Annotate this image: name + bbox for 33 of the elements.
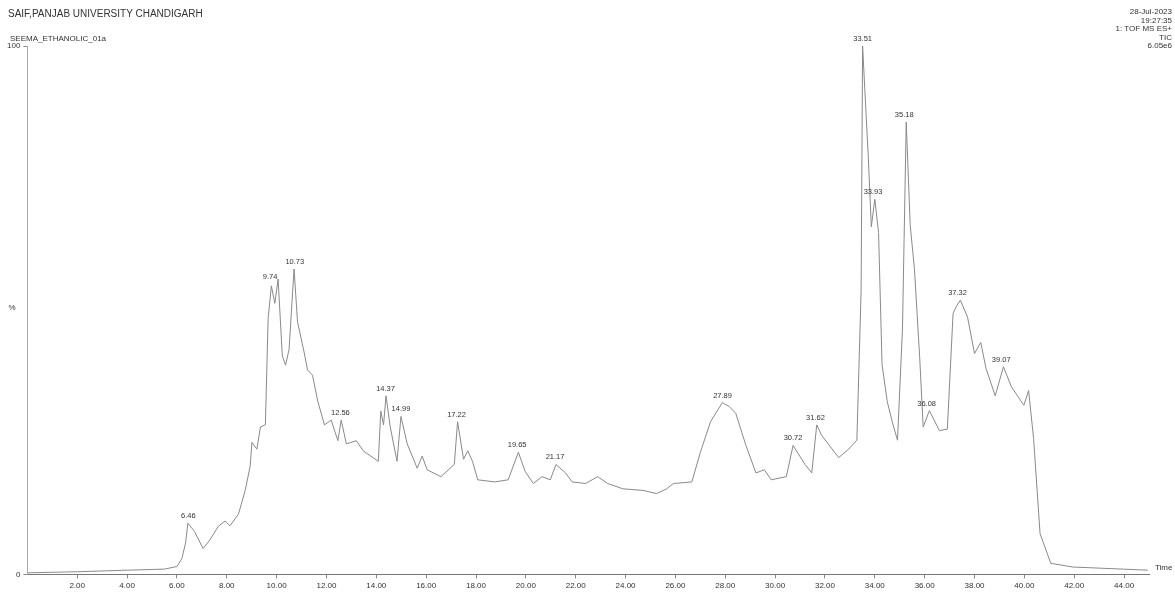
x-tick-label: 14.00	[366, 581, 387, 591]
x-tick-label: 36.00	[914, 581, 936, 591]
x-tick-label: 16.00	[416, 581, 437, 591]
x-tick-label: 28.00	[715, 581, 736, 591]
x-tick-label: 4.00	[119, 581, 136, 591]
x-tick-label: 2.00	[69, 581, 86, 591]
x-tick-label: 22.00	[565, 581, 587, 591]
x-tick-label: 42.00	[1064, 581, 1085, 591]
x-tick-label: 38.00	[964, 581, 986, 591]
x-tick-label: 20.00	[515, 581, 537, 591]
text: 19:27:35	[1140, 15, 1173, 25]
y-axis-title: %	[8, 303, 16, 313]
x-tick-label: 40.00	[1014, 581, 1035, 591]
chart-title: SAIF,PANJAB UNIVERSITY CHANDIGARH	[8, 8, 203, 19]
text: 28-Jul-2023	[1129, 7, 1173, 16]
x-tick-label: 32.00	[814, 581, 836, 591]
x-tick-label: 18.00	[465, 581, 487, 591]
text: TIC	[1159, 32, 1173, 42]
annotation: 6.05e6	[1147, 41, 1173, 50]
x-tick-label: 44.00	[1114, 581, 1135, 591]
x-tick-label: 24.00	[615, 581, 637, 591]
x-tick-label: 10.00	[266, 581, 288, 591]
y-tick-label: 0	[15, 569, 21, 579]
y-tick-label: 100	[6, 41, 21, 51]
chart-subtitle: SEEMA_ETHANOLIC_01a	[10, 34, 107, 43]
x-tick-label: 8.00	[218, 581, 236, 591]
text: 1: TOF MS ES+	[1115, 24, 1173, 33]
x-tick-label: 30.00	[765, 581, 786, 591]
x-tick-label: 12.00	[316, 581, 338, 591]
x-tick-label: 26.00	[665, 581, 686, 591]
x-axis-title: Time	[1155, 563, 1174, 573]
x-tick-label: 6.00	[169, 581, 186, 591]
x-tick-label: 34.00	[864, 581, 886, 591]
